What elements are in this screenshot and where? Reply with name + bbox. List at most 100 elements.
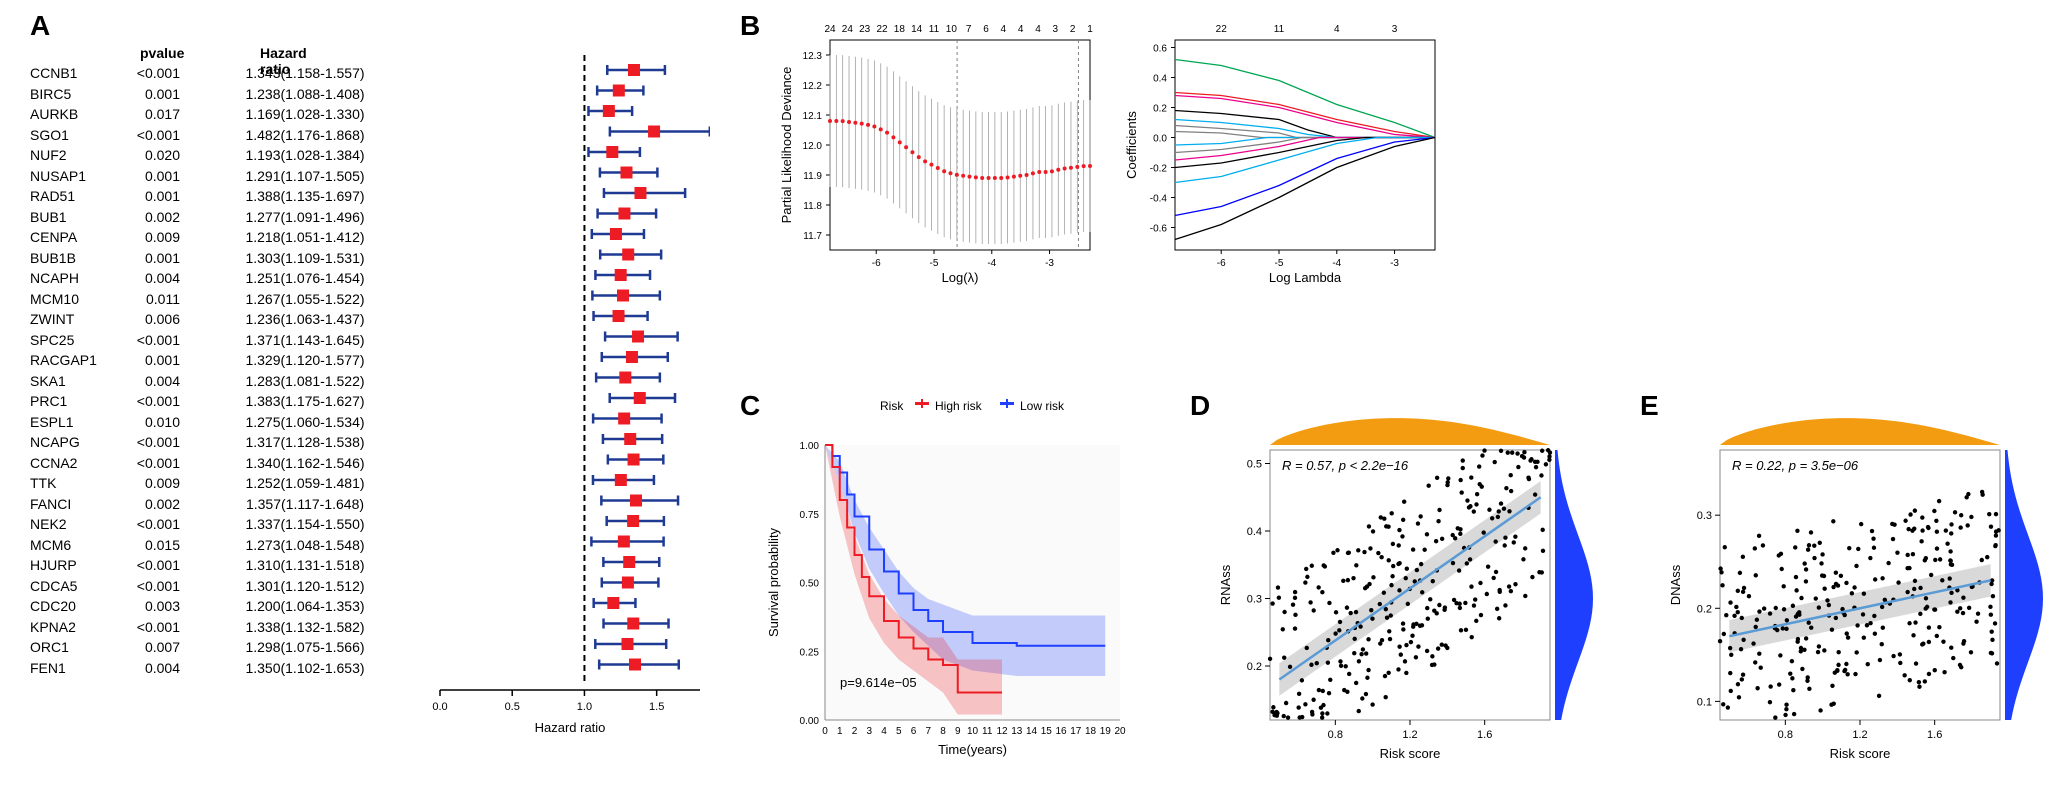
svg-text:0.5: 0.5 bbox=[1247, 459, 1262, 471]
svg-text:0.75: 0.75 bbox=[800, 510, 820, 521]
svg-text:R = 0.57, p < 2.2e−16: R = 0.57, p < 2.2e−16 bbox=[1282, 458, 1409, 473]
svg-text:p=9.614e−05: p=9.614e−05 bbox=[840, 675, 917, 690]
svg-text:1.6: 1.6 bbox=[1477, 729, 1492, 741]
svg-text:0: 0 bbox=[822, 726, 828, 737]
forest-row: BUB1B0.0011.303(1.109-1.531) bbox=[30, 250, 400, 270]
scatter-d-plot: 0.81.21.60.20.30.40.5Risk scoreRNAssR = … bbox=[1210, 390, 1610, 770]
svg-text:3: 3 bbox=[1053, 24, 1059, 35]
svg-text:9: 9 bbox=[955, 726, 961, 737]
forest-row: FANCI0.0021.357(1.117-1.648) bbox=[30, 496, 400, 516]
panel-c-label: C bbox=[740, 390, 760, 422]
svg-text:1.0: 1.0 bbox=[577, 701, 592, 713]
svg-text:-4: -4 bbox=[1332, 258, 1341, 269]
svg-text:Risk score: Risk score bbox=[1380, 746, 1441, 761]
svg-text:Partial Likelihood Deviance: Partial Likelihood Deviance bbox=[779, 67, 794, 224]
svg-text:0.2: 0.2 bbox=[1697, 603, 1712, 615]
svg-text:1.5: 1.5 bbox=[649, 701, 664, 713]
km-plot: RiskHigh riskLow risk0123456789101112131… bbox=[760, 390, 1140, 770]
panel-c-km: C RiskHigh riskLow risk01234567891011121… bbox=[740, 390, 1120, 780]
forest-row: SGO1<0.0011.482(1.176-1.868) bbox=[30, 127, 400, 147]
lasso-coef-plot: 221143-0.6-0.4-0.20.00.20.40.6-6-5-4-3Lo… bbox=[1120, 15, 1450, 285]
lasso-deviance-plot: 24242322181411107644432111.711.811.912.0… bbox=[775, 15, 1105, 285]
svg-text:-5: -5 bbox=[930, 258, 939, 269]
svg-text:24: 24 bbox=[824, 24, 836, 35]
forest-row: NCAPH0.0041.251(1.076-1.454) bbox=[30, 270, 400, 290]
svg-text:1: 1 bbox=[837, 726, 843, 737]
svg-text:13: 13 bbox=[1011, 726, 1023, 737]
svg-text:14: 14 bbox=[911, 24, 923, 35]
svg-text:-4: -4 bbox=[987, 258, 996, 269]
svg-text:3: 3 bbox=[1392, 24, 1398, 35]
svg-text:12.2: 12.2 bbox=[803, 81, 823, 92]
svg-text:6: 6 bbox=[983, 24, 989, 35]
forest-row: CCNA2<0.0011.340(1.162-1.546) bbox=[30, 455, 400, 475]
svg-text:0.8: 0.8 bbox=[1778, 729, 1793, 741]
svg-text:11: 11 bbox=[982, 726, 993, 737]
svg-text:-6: -6 bbox=[1217, 258, 1226, 269]
svg-text:12.3: 12.3 bbox=[803, 51, 823, 62]
forest-row: PRC1<0.0011.383(1.175-1.627) bbox=[30, 393, 400, 413]
svg-text:-0.4: -0.4 bbox=[1150, 194, 1168, 205]
svg-text:Log(λ): Log(λ) bbox=[942, 270, 979, 285]
svg-text:11.7: 11.7 bbox=[803, 231, 822, 242]
svg-text:Low risk: Low risk bbox=[1020, 399, 1065, 413]
svg-text:12: 12 bbox=[996, 726, 1008, 737]
svg-text:6: 6 bbox=[911, 726, 917, 737]
svg-text:3: 3 bbox=[866, 726, 872, 737]
svg-text:4: 4 bbox=[881, 726, 887, 737]
forest-row: MCM60.0151.273(1.048-1.548) bbox=[30, 537, 400, 557]
forest-row: SPC25<0.0011.371(1.143-1.645) bbox=[30, 332, 400, 352]
svg-text:18: 18 bbox=[1085, 726, 1097, 737]
svg-text:1.2: 1.2 bbox=[1402, 729, 1417, 741]
svg-text:0.50: 0.50 bbox=[800, 579, 820, 590]
svg-text:0.4: 0.4 bbox=[1153, 74, 1167, 85]
svg-text:0.5: 0.5 bbox=[505, 701, 520, 713]
forest-row: ZWINT0.0061.236(1.063-1.437) bbox=[30, 311, 400, 331]
forest-plot-svg: 0.00.51.01.5Hazard ratio bbox=[430, 45, 710, 765]
svg-text:14: 14 bbox=[1026, 726, 1038, 737]
svg-text:RNAss: RNAss bbox=[1218, 564, 1233, 605]
svg-text:17: 17 bbox=[1070, 726, 1082, 737]
svg-text:0.0: 0.0 bbox=[1153, 134, 1167, 145]
panel-b-label: B bbox=[740, 10, 760, 42]
forest-row: CDCA5<0.0011.301(1.120-1.512) bbox=[30, 578, 400, 598]
svg-text:10: 10 bbox=[946, 24, 958, 35]
scatter-e-plot: 0.81.21.60.10.20.3Risk scoreDNAssR = 0.2… bbox=[1660, 390, 2050, 770]
svg-text:22: 22 bbox=[1216, 24, 1228, 35]
svg-text:4: 4 bbox=[1001, 24, 1007, 35]
svg-text:15: 15 bbox=[1041, 726, 1053, 737]
svg-text:0.3: 0.3 bbox=[1247, 594, 1262, 606]
svg-text:0.1: 0.1 bbox=[1697, 696, 1712, 708]
svg-text:19: 19 bbox=[1100, 726, 1112, 737]
svg-text:12.0: 12.0 bbox=[803, 141, 823, 152]
svg-text:-5: -5 bbox=[1275, 258, 1284, 269]
svg-text:24: 24 bbox=[842, 24, 854, 35]
svg-text:High risk: High risk bbox=[935, 399, 983, 413]
forest-row: HJURP<0.0011.310(1.131-1.518) bbox=[30, 557, 400, 577]
svg-text:2: 2 bbox=[1070, 24, 1076, 35]
svg-text:11.8: 11.8 bbox=[803, 201, 822, 212]
forest-row: NUSAP10.0011.291(1.107-1.505) bbox=[30, 168, 400, 188]
svg-text:20: 20 bbox=[1114, 726, 1126, 737]
forest-row: SKA10.0041.283(1.081-1.522) bbox=[30, 373, 400, 393]
forest-row: CDC200.0031.200(1.064-1.353) bbox=[30, 598, 400, 618]
forest-row: FEN10.0041.350(1.102-1.653) bbox=[30, 660, 400, 680]
forest-row: RAD510.0011.388(1.135-1.697) bbox=[30, 188, 400, 208]
svg-text:4: 4 bbox=[1018, 24, 1024, 35]
svg-text:1: 1 bbox=[1087, 24, 1093, 35]
svg-text:Coefficients: Coefficients bbox=[1124, 111, 1139, 179]
svg-text:0.8: 0.8 bbox=[1328, 729, 1343, 741]
svg-text:Log Lambda: Log Lambda bbox=[1269, 270, 1342, 285]
svg-text:0.25: 0.25 bbox=[800, 647, 820, 658]
svg-text:0.2: 0.2 bbox=[1247, 661, 1262, 673]
panel-a-forest: A pvalue Hazard ratio CCNB1<0.0011.343(1… bbox=[30, 10, 710, 780]
svg-text:-3: -3 bbox=[1390, 258, 1399, 269]
svg-text:0.6: 0.6 bbox=[1153, 44, 1167, 55]
svg-text:22: 22 bbox=[876, 24, 888, 35]
forest-row: RACGAP10.0011.329(1.120-1.577) bbox=[30, 352, 400, 372]
forest-row: BIRC50.0011.238(1.088-1.408) bbox=[30, 86, 400, 106]
svg-text:0.3: 0.3 bbox=[1697, 510, 1712, 522]
svg-text:5: 5 bbox=[896, 726, 902, 737]
forest-row: AURKB0.0171.169(1.028-1.330) bbox=[30, 106, 400, 126]
svg-text:4: 4 bbox=[1035, 24, 1041, 35]
